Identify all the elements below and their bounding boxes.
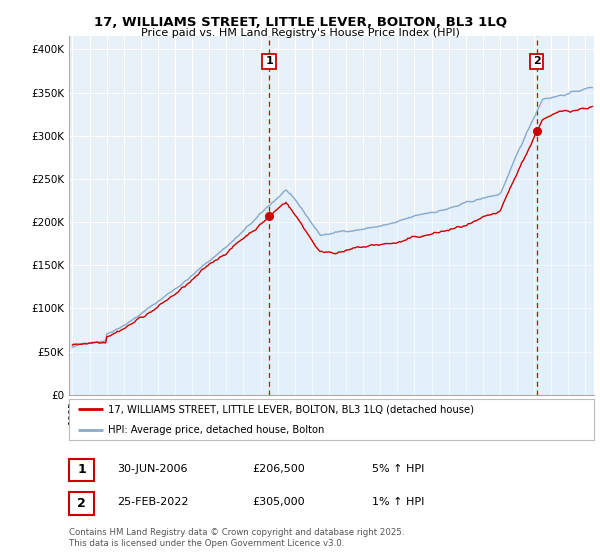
Text: 1% ↑ HPI: 1% ↑ HPI (372, 497, 424, 507)
Text: 25-FEB-2022: 25-FEB-2022 (117, 497, 188, 507)
Text: 17, WILLIAMS STREET, LITTLE LEVER, BOLTON, BL3 1LQ: 17, WILLIAMS STREET, LITTLE LEVER, BOLTO… (94, 16, 506, 29)
Text: £305,000: £305,000 (252, 497, 305, 507)
Text: 2: 2 (77, 497, 86, 510)
Text: 30-JUN-2006: 30-JUN-2006 (117, 464, 187, 474)
Text: 5% ↑ HPI: 5% ↑ HPI (372, 464, 424, 474)
Text: HPI: Average price, detached house, Bolton: HPI: Average price, detached house, Bolt… (109, 424, 325, 435)
Text: 1: 1 (77, 463, 86, 477)
Text: £206,500: £206,500 (252, 464, 305, 474)
Text: Price paid vs. HM Land Registry's House Price Index (HPI): Price paid vs. HM Land Registry's House … (140, 28, 460, 38)
Text: Contains HM Land Registry data © Crown copyright and database right 2025.
This d: Contains HM Land Registry data © Crown c… (69, 528, 404, 548)
Text: 2: 2 (533, 57, 541, 67)
Text: 1: 1 (265, 57, 273, 67)
Text: 17, WILLIAMS STREET, LITTLE LEVER, BOLTON, BL3 1LQ (detached house): 17, WILLIAMS STREET, LITTLE LEVER, BOLTO… (109, 404, 475, 414)
